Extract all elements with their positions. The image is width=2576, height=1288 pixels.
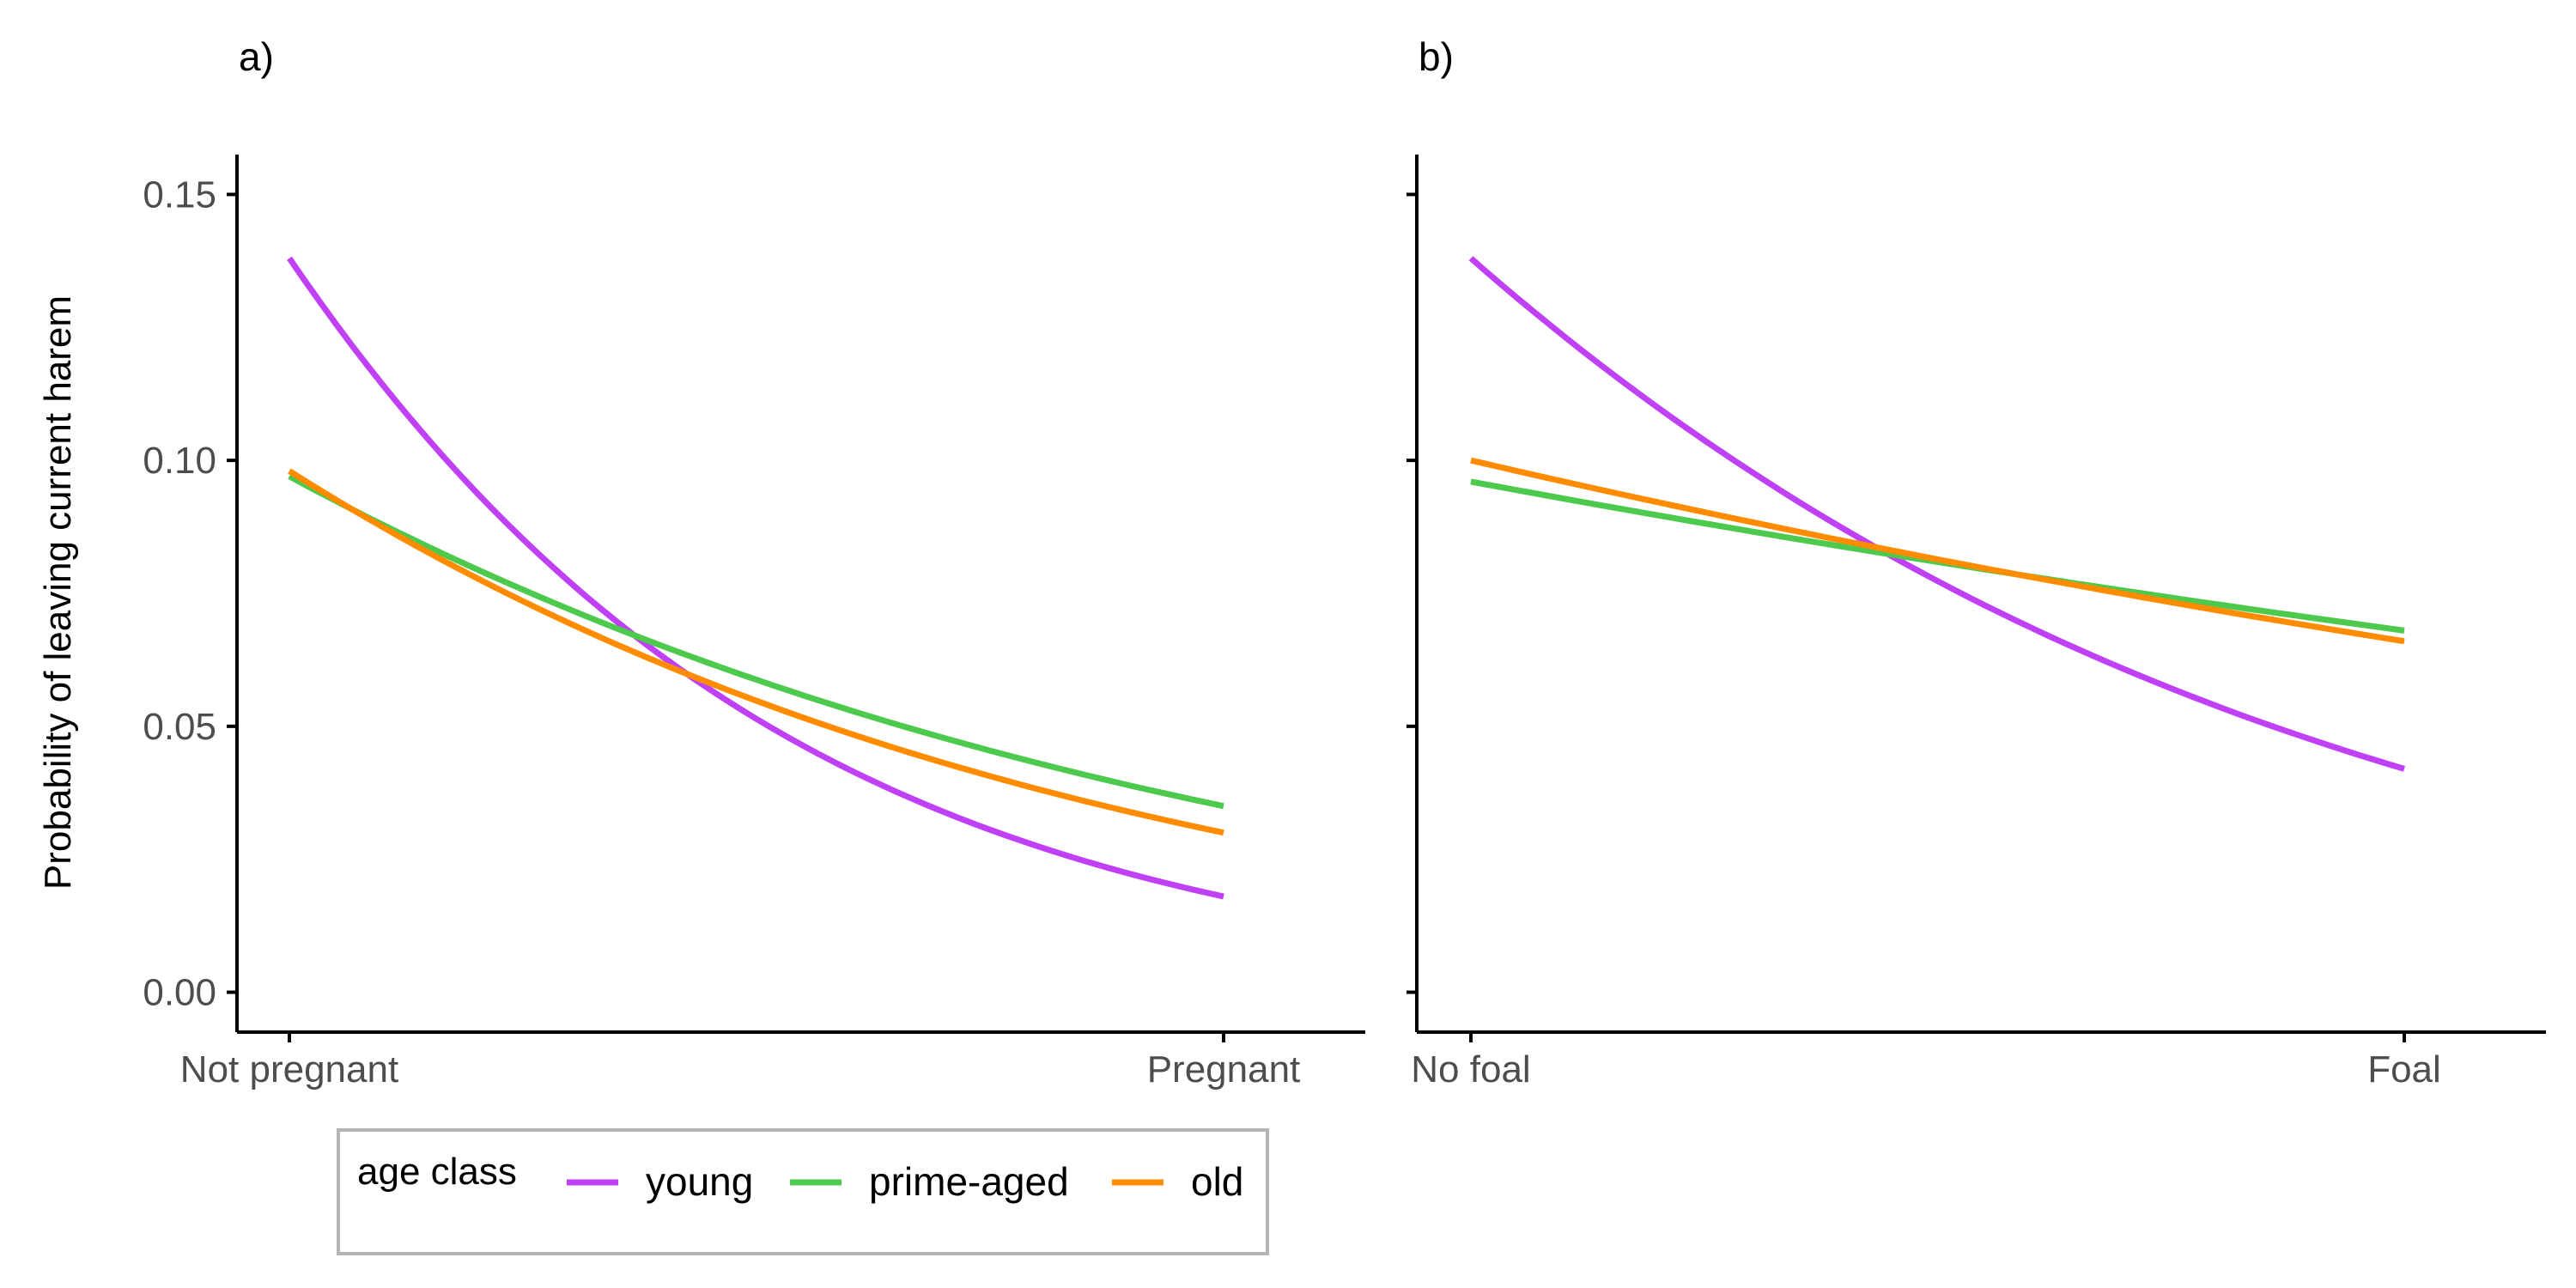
legend-box [337,1128,1269,1255]
y-axis-title: Probability of leaving current harem [37,295,79,890]
x-tick-label: Not pregnant [180,1048,398,1091]
series-line-old [288,468,1224,836]
y-tick-label: 0.00 [143,972,216,1014]
series-line-young [287,256,1224,900]
legend-title: age class [357,1151,517,1193]
x-tick-label: Foal [2367,1048,2441,1091]
panel-label: b) [1419,34,1454,79]
x-tick-label: No foal [1411,1048,1530,1091]
series-line-prime-aged [1470,478,2405,634]
legend-label-old: old [1191,1159,1243,1204]
y-tick-label: 0.05 [143,706,216,748]
legend-label-young: young [646,1159,753,1204]
panel-label: a) [239,34,274,79]
panel-a: a) 0.00 0.05 0.10 0.15 Not pregnant Pregnant [143,34,1365,1091]
legend: age class young prime-aged old [337,1128,1269,1255]
panel-b: b) No foal Foal [1406,34,2546,1091]
x-tick-label: Pregnant [1147,1048,1301,1091]
y-tick-label: 0.15 [143,173,216,216]
y-tick-label: 0.10 [143,440,216,482]
series-line-prime-aged [288,473,1224,810]
series-line-old [1470,457,2405,645]
legend-label-prime-aged: prime-aged [869,1159,1069,1204]
series-line-young [1468,256,2406,772]
